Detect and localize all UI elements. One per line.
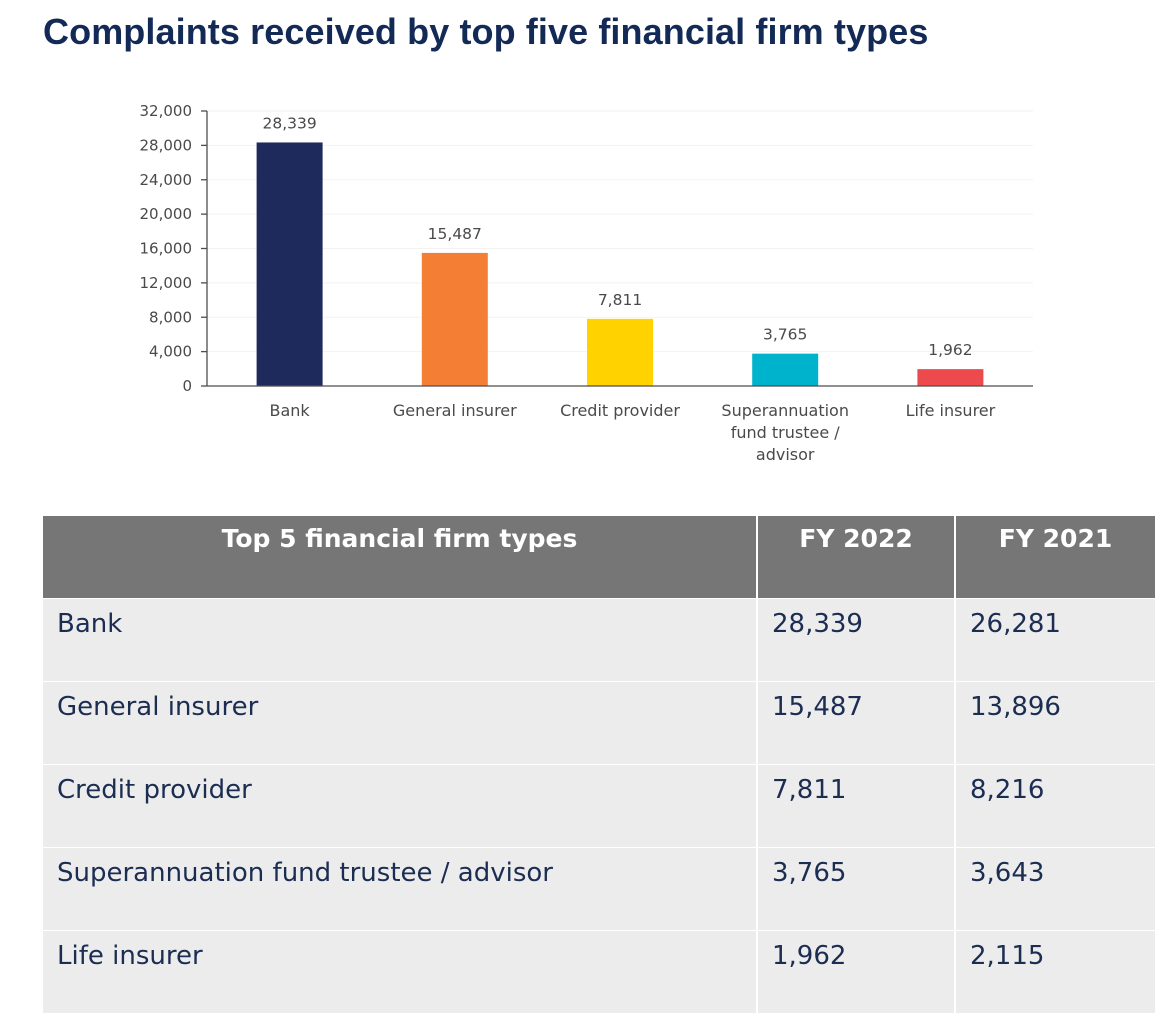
table-row: Credit provider 7,811 8,216 bbox=[43, 763, 1155, 847]
bar bbox=[421, 252, 488, 386]
value-label: 15,487 bbox=[428, 225, 482, 243]
cell-fy2022: 1,962 bbox=[756, 929, 955, 1013]
column-header-firm-type: Top 5 financial firm types bbox=[43, 516, 757, 598]
cell-firm-type: Superannuation fund trustee / advisor bbox=[43, 846, 757, 930]
y-tick-label: 0 bbox=[182, 377, 192, 395]
y-tick-label: 16,000 bbox=[140, 240, 193, 258]
complaints-table: Top 5 financial firm types FY 2022 FY 20… bbox=[43, 516, 1155, 1013]
y-tick-label: 4,000 bbox=[149, 343, 192, 361]
column-header-fy2022: FY 2022 bbox=[756, 516, 955, 598]
x-tick-label: Life insurer bbox=[906, 401, 996, 420]
cell-fy2022: 7,811 bbox=[756, 763, 955, 847]
value-label: 1,962 bbox=[928, 341, 972, 359]
x-tick-label: General insurer bbox=[393, 401, 517, 420]
cell-firm-type: Bank bbox=[43, 597, 757, 681]
cell-fy2021: 8,216 bbox=[954, 763, 1155, 847]
y-tick-label: 20,000 bbox=[140, 205, 193, 223]
bar bbox=[752, 353, 819, 386]
bar bbox=[587, 318, 653, 386]
cell-fy2021: 13,896 bbox=[954, 680, 1155, 764]
x-tick-label: Superannuation fund trustee / advisor bbox=[721, 401, 849, 464]
cell-firm-type: General insurer bbox=[43, 680, 757, 764]
bar-chart-svg: 0 4,000 8,000 12,000 16,000 20,000 24,000 28,00… bbox=[140, 102, 1033, 464]
value-label: 7,811 bbox=[598, 291, 642, 309]
value-label: 28,339 bbox=[262, 114, 316, 132]
table-row: General insurer 15,487 13,896 bbox=[43, 680, 1155, 764]
y-tick-label: 24,000 bbox=[140, 171, 193, 189]
cell-fy2021: 26,281 bbox=[954, 597, 1155, 681]
y-tick-label: 12,000 bbox=[140, 274, 193, 292]
cell-firm-type: Credit provider bbox=[43, 763, 757, 847]
x-tick-label: Credit provider bbox=[560, 401, 680, 420]
x-tick-label: Bank bbox=[270, 401, 311, 420]
y-tick-label: 8,000 bbox=[149, 308, 192, 326]
column-header-fy2021: FY 2021 bbox=[954, 516, 1155, 598]
table-header-row: Top 5 financial firm types FY 2022 FY 20… bbox=[43, 516, 1155, 598]
y-tick-label: 32,000 bbox=[140, 102, 193, 120]
y-tick-label: 28,000 bbox=[140, 136, 193, 154]
table-row: Superannuation fund trustee / advisor 3,… bbox=[43, 846, 1155, 930]
table-row: Bank 28,339 26,281 bbox=[43, 597, 1155, 681]
cell-fy2021: 3,643 bbox=[954, 846, 1155, 930]
cell-firm-type: Life insurer bbox=[43, 929, 757, 1013]
page-title: Complaints received by top five financia… bbox=[43, 11, 929, 52]
bar bbox=[256, 142, 323, 386]
bar-chart: 0 4,000 8,000 12,000 16,000 20,000 24,000 28,00… bbox=[0, 0, 1170, 480]
cell-fy2022: 15,487 bbox=[756, 680, 955, 764]
cell-fy2022: 3,765 bbox=[756, 846, 955, 930]
bar bbox=[917, 369, 984, 386]
table-row: Life insurer 1,962 2,115 bbox=[43, 929, 1155, 1013]
cell-fy2022: 28,339 bbox=[756, 597, 955, 681]
value-label: 3,765 bbox=[763, 326, 807, 344]
cell-fy2021: 2,115 bbox=[954, 929, 1155, 1013]
